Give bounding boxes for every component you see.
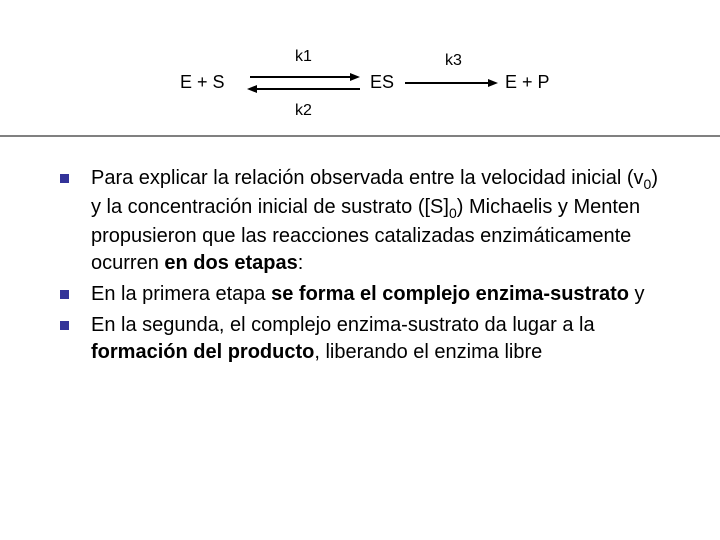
list-item: En la segunda, el complejo enzima-sustra… [60, 312, 670, 366]
bullet-square-icon [60, 174, 69, 183]
rate-k3: k3 [445, 52, 462, 70]
species-e-plus-p: E + P [505, 72, 550, 93]
arrow-reverse-head [247, 85, 257, 93]
rate-k2: k2 [295, 102, 312, 120]
arrow-forward-line [250, 76, 355, 78]
bullet-text: En la primera etapa se forma el complejo… [91, 281, 645, 308]
bullet-square-icon [60, 290, 69, 299]
species-es: ES [370, 72, 394, 93]
arrow-forward-head [350, 73, 360, 81]
arrow-product-head [488, 79, 498, 87]
rate-k1: k1 [295, 48, 312, 66]
arrow-reverse-line [255, 88, 360, 90]
list-item: En la primera etapa se forma el complejo… [60, 281, 670, 308]
list-item: Para explicar la relación observada entr… [60, 165, 670, 277]
bullet-list: Para explicar la relación observada entr… [60, 165, 670, 370]
bullet-square-icon [60, 321, 69, 330]
reaction-diagram: E + S ES E + P k1 k2 k3 [0, 30, 720, 130]
species-e-plus-s: E + S [180, 72, 225, 93]
horizontal-divider [0, 135, 720, 137]
bullet-text: Para explicar la relación observada entr… [91, 165, 670, 277]
bullet-text: En la segunda, el complejo enzima-sustra… [91, 312, 670, 366]
arrow-product-line [405, 82, 490, 84]
